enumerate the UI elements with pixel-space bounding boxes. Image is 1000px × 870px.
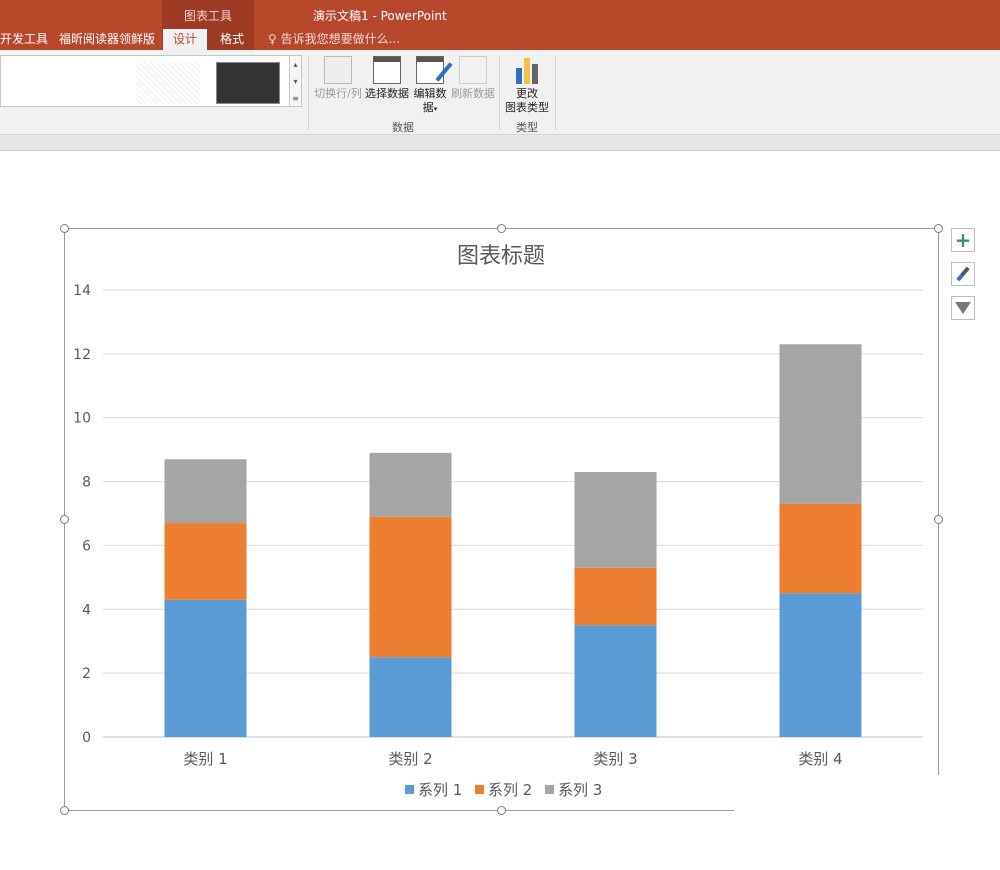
ruler-strip (0, 135, 1000, 151)
y-tick-label: 14 (73, 283, 91, 299)
dropdown-arrow-icon: ▾ (433, 105, 438, 113)
lightbulb-icon: ♀ (268, 32, 277, 46)
filter-icon (955, 302, 971, 314)
legend-label: 系列 1 (418, 781, 462, 799)
button-label: 选择数据 (365, 87, 409, 100)
chart-type-icon (513, 56, 541, 84)
change-chart-type-button[interactable]: 更改 图表类型 (504, 56, 550, 115)
chart-border (938, 228, 939, 775)
bar-segment (574, 625, 657, 737)
y-tick-label: 12 (73, 347, 91, 363)
group-label-data: 数据 (392, 121, 414, 134)
divider (499, 55, 500, 130)
refresh-data-icon (459, 56, 487, 84)
bar-segment (369, 657, 452, 737)
button-label: 图表类型 (505, 101, 549, 114)
window-title: 演示文稿1 - PowerPoint (313, 9, 447, 23)
y-tick-label: 2 (82, 666, 91, 682)
y-tick-label: 0 (82, 730, 91, 746)
tab-format[interactable]: 格式 (220, 32, 245, 46)
chart-styles-button[interactable] (951, 262, 975, 286)
y-tick-label: 10 (73, 411, 91, 427)
button-label: 据 (422, 101, 434, 114)
resize-handle[interactable] (60, 806, 69, 815)
chart-styles-gallery[interactable] (0, 55, 290, 107)
refresh-data-button[interactable]: 刷新数据 (450, 56, 496, 101)
button-label: 更改 (516, 87, 538, 100)
x-tick-label: 类别 1 (183, 750, 227, 768)
bar-segment (369, 516, 452, 658)
legend-swatch (545, 785, 554, 794)
resize-handle[interactable] (934, 224, 943, 233)
chart-elements-button[interactable]: + (951, 228, 975, 252)
chart-style-thumb[interactable] (136, 62, 200, 104)
select-data-icon (373, 56, 401, 84)
bar-segment (574, 471, 657, 568)
resize-handle[interactable] (60, 224, 69, 233)
y-tick-label: 6 (82, 538, 91, 554)
x-tick-label: 类别 2 (388, 750, 432, 768)
bar-segment (164, 459, 247, 524)
resize-handle[interactable] (60, 515, 69, 524)
chart-filters-button[interactable] (951, 296, 975, 320)
switch-row-column-icon (324, 56, 352, 84)
select-data-button[interactable]: 选择数据 (364, 56, 410, 101)
chart-title: 图表标题 (457, 244, 545, 269)
switch-row-column-button[interactable]: 切换行/列 (313, 56, 363, 101)
button-label: 刷新数据 (451, 87, 495, 100)
button-label: 编辑数 (413, 87, 447, 100)
tell-me-text: 告诉我您想要做什么... (280, 32, 401, 46)
y-tick-label: 4 (82, 602, 91, 618)
chart-style-thumb-selected[interactable] (216, 62, 280, 104)
bar-segment (164, 599, 247, 737)
chart-border (64, 810, 734, 811)
tab-design[interactable]: 设计 (163, 29, 207, 50)
legend-swatch (405, 785, 414, 794)
edit-data-icon (416, 56, 453, 84)
bar-segment (779, 503, 862, 594)
tab-developer[interactable]: 开发工具 (0, 32, 49, 46)
x-tick-label: 类别 4 (798, 750, 842, 768)
plus-icon: + (954, 228, 972, 252)
legend-label: 系列 3 (558, 781, 602, 799)
divider (555, 55, 556, 130)
bar-segment (164, 523, 247, 600)
resize-handle[interactable] (497, 806, 506, 815)
divider (308, 55, 309, 130)
context-tab-group-label: 图表工具 (183, 9, 232, 23)
bar-segment (779, 593, 862, 737)
edit-data-button[interactable]: 编辑数 据▾ (412, 56, 453, 116)
bar-segment (574, 567, 657, 626)
legend-label: 系列 2 (488, 781, 532, 799)
resize-handle[interactable] (934, 515, 943, 524)
legend-swatch (475, 785, 484, 794)
resize-handle[interactable] (497, 224, 506, 233)
bar-segment (779, 344, 862, 504)
gallery-scroll[interactable]: ▴ ▾ ≡ (289, 55, 302, 107)
group-label-type: 类型 (516, 121, 538, 134)
x-tick-label: 类别 3 (593, 750, 637, 768)
tab-foxit[interactable]: 福昕阅读器领鲜版 (59, 32, 156, 46)
bar-segment (369, 452, 452, 517)
tell-me-box[interactable]: ♀ 告诉我您想要做什么... (262, 29, 406, 50)
y-tick-label: 8 (82, 475, 91, 491)
button-label: 切换行/列 (314, 87, 362, 100)
